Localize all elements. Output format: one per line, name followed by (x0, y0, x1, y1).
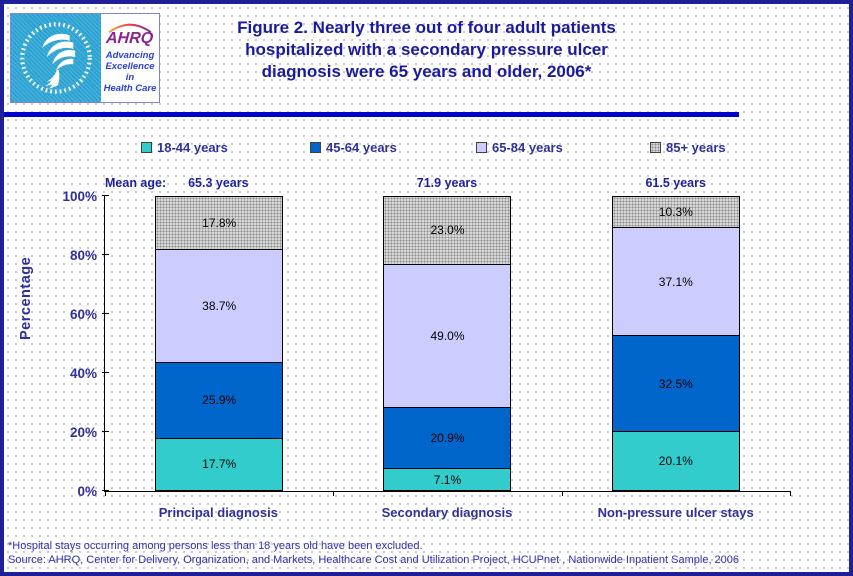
bar-segment: 17.8% (156, 197, 283, 249)
y-axis-title: Percentage (18, 256, 34, 340)
stacked-bar: 23.0% 49.0% 20.9% 7.1% (383, 196, 512, 491)
bar-column-3: 10.3% 37.1% 32.5% 20.1% (562, 196, 790, 491)
segment-value-label: 49.0% (430, 328, 465, 343)
footnote-source: Source: AHRQ, Center for Delivery, Organ… (8, 554, 740, 566)
figure-title: Figure 2. Nearly three out of four adult… (4, 17, 849, 83)
x-tick-mark (333, 491, 335, 496)
bar-segment: 7.1% (384, 468, 511, 490)
bar-segment: 49.0% (384, 263, 511, 407)
x-tick-mark (105, 491, 106, 496)
bar-column-1: 17.8% 38.7% 25.9% 17.7% (105, 196, 333, 491)
bar-column-2: 23.0% 49.0% 20.9% 7.1% (333, 196, 561, 491)
bar-segment: 20.1% (612, 430, 739, 491)
bar-segment: 38.7% (156, 248, 283, 362)
y-tick-mark (102, 431, 109, 432)
figure-title-line-3: diagnosis were 65 years and older, 2006* (261, 62, 592, 81)
stacked-bar: 10.3% 37.1% 32.5% 20.1% (611, 196, 740, 491)
y-tick-mark (102, 490, 109, 491)
tagline-line: Advancing (105, 49, 155, 61)
mean-age-value-3: 61.5 years (645, 176, 706, 190)
segment-value-label: 20.9% (430, 431, 465, 446)
segment-value-label: 37.1% (658, 274, 693, 289)
y-tick-mark (102, 195, 109, 196)
legend-label: 85+ years (666, 140, 726, 155)
y-tick-mark (102, 372, 109, 373)
bar-segment: 37.1% (612, 226, 739, 336)
legend-item-45-64: 45-64 years (310, 140, 397, 155)
segment-value-label: 38.7% (202, 298, 237, 313)
footnote-exclusion: *Hospital stays occurring among persons … (8, 540, 423, 552)
y-tick-label: 100% (62, 188, 97, 204)
segment-value-label: 20.1% (658, 453, 693, 468)
segment-value-label: 17.7% (202, 457, 237, 472)
legend-item-65-84: 65-84 years (476, 140, 563, 155)
ahrq-rainbow-arc-icon (108, 23, 152, 33)
mean-age-value-2: 71.9 years (416, 176, 478, 190)
y-tick-label: 80% (69, 247, 97, 263)
y-tick-label: 40% (69, 365, 97, 381)
mean-age-value-1: 65.3 years (188, 176, 249, 190)
bar-segment: 25.9% (156, 361, 283, 438)
legend-label: 18-44 years (157, 140, 228, 155)
segment-value-label: 25.9% (202, 393, 237, 408)
bar-segment: 17.7% (156, 437, 283, 490)
y-tick-label: 60% (69, 306, 97, 322)
bar-segment: 10.3% (612, 197, 739, 227)
x-tick-mark (790, 491, 791, 496)
x-label-non-pressure-ulcer-stays: Non-pressure ulcer stays (597, 505, 754, 520)
segment-value-label: 17.8% (202, 215, 237, 230)
figure-title-line-2: hospitalized with a secondary pressure u… (245, 40, 608, 59)
segment-value-label: 32.5% (658, 376, 693, 391)
segment-value-label: 7.1% (433, 472, 462, 487)
segment-value-label: 23.0% (430, 223, 465, 238)
ahrq-logo-panel: AHRQ Advancing Excellence in Health Care (101, 14, 159, 102)
bar-segment: 20.9% (384, 406, 511, 469)
ahrq-tagline: Advancing Excellence in Health Care (102, 50, 158, 94)
y-tick-mark (102, 254, 109, 255)
x-label-secondary-diagnosis: Secondary diagnosis (381, 505, 513, 520)
bars-row: 17.8% 38.7% 25.9% 17.7% 23.0% 49.0% 20.9% 7.1% 1… (105, 196, 790, 491)
bar-segment: 23.0% (384, 197, 511, 264)
legend-item-85-plus: 85+ years (650, 140, 726, 155)
legend-item-18-44: 18-44 years (141, 140, 228, 155)
chart-legend: 18-44 years 45-64 years 65-84 years 85+ … (4, 140, 849, 160)
segment-value-label: 10.3% (658, 204, 693, 219)
tagline-line: Excellence in (105, 60, 155, 83)
legend-swatch-65-84 (476, 142, 487, 153)
ahrq-hhs-logo: AHRQ Advancing Excellence in Health Care (10, 13, 160, 103)
y-tick-label: 20% (69, 424, 97, 440)
legend-swatch-85-plus (650, 142, 661, 153)
legend-label: 45-64 years (326, 140, 397, 155)
x-label-principal-diagnosis: Principal diagnosis (158, 505, 278, 520)
mean-age-label: Mean age: (105, 176, 167, 190)
plot-area: 17.8% 38.7% 25.9% 17.7% 23.0% 49.0% 20.9% 7.1% 1… (62, 189, 791, 497)
y-tick-label: 0% (77, 483, 97, 499)
hhs-eagle-icon (11, 14, 101, 102)
x-tick-mark (561, 491, 563, 496)
figure-title-line-1: Figure 2. Nearly three out of four adult… (237, 18, 616, 37)
tagline-line: Health Care (103, 82, 157, 94)
legend-swatch-45-64 (310, 142, 321, 153)
y-tick-mark (102, 313, 109, 314)
mean-age-row: 65.3 years 71.9 years 61.5 years (104, 176, 790, 190)
header-divider-rule (4, 112, 739, 117)
legend-label: 65-84 years (492, 140, 563, 155)
stacked-bar: 17.8% 38.7% 25.9% 17.7% (155, 196, 284, 491)
x-axis-labels: Principal diagnosis Secondary diagnosis … (104, 505, 790, 520)
bar-segment: 32.5% (612, 335, 739, 431)
legend-swatch-18-44 (141, 142, 152, 153)
